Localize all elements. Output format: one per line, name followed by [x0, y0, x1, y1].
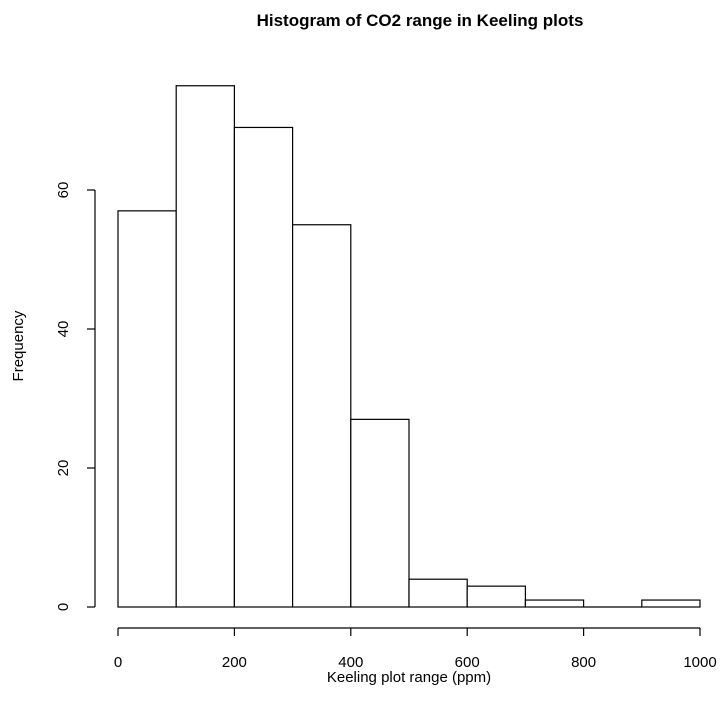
histogram-bar [292, 224, 352, 608]
chart-title: Histogram of CO2 range in Keeling plots [257, 11, 584, 30]
histogram-bar [233, 126, 294, 608]
x-axis-label: Keeling plot range (ppm) [327, 669, 491, 686]
x-tick-label: 800 [571, 654, 596, 671]
x-tick-label: 1000 [683, 654, 716, 671]
y-axis-label: Frequency [10, 310, 27, 381]
y-tick-label: 0 [55, 603, 72, 611]
x-axis: 0 200 400 600 800 1000 [114, 627, 717, 671]
histogram-bar [466, 585, 527, 608]
histogram-bar [524, 599, 585, 608]
x-tick-label: 400 [338, 654, 363, 671]
y-tick-label: 60 [55, 182, 72, 199]
histogram-bar [350, 418, 410, 608]
y-axis: 0 20 40 60 [55, 182, 96, 611]
x-tick-label: 0 [114, 654, 122, 671]
histogram-bar [641, 599, 701, 608]
histogram-bar [117, 210, 177, 608]
y-tick-label: 40 [55, 321, 72, 338]
x-tick-label: 600 [455, 654, 480, 671]
histogram-bar [408, 578, 468, 608]
histogram-bar [175, 85, 235, 608]
bars-group [117, 85, 701, 608]
x-tick-label: 200 [222, 654, 247, 671]
y-tick-label: 20 [55, 460, 72, 477]
